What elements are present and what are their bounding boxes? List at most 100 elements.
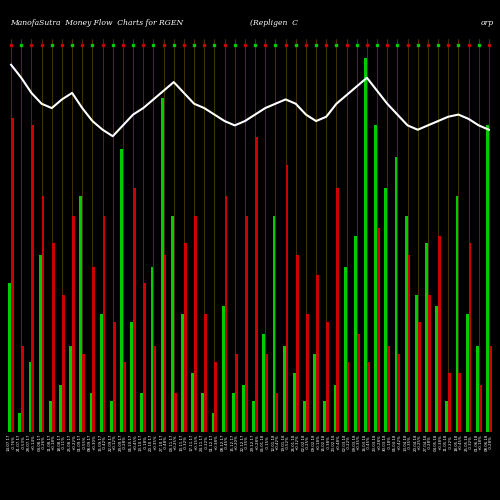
Bar xyxy=(428,294,431,432)
Bar xyxy=(235,354,238,432)
Text: 06.04.18
+0.42%: 06.04.18 +0.42% xyxy=(393,434,402,451)
Text: 19.01.18
-0.52%: 19.01.18 -0.52% xyxy=(282,434,290,451)
Bar xyxy=(181,314,184,432)
Bar xyxy=(448,374,451,432)
Text: 02.03.18
-0.22%: 02.03.18 -0.22% xyxy=(342,434,351,451)
Bar xyxy=(28,362,32,432)
Bar xyxy=(334,385,336,432)
Bar xyxy=(69,346,72,432)
Text: 30.03.18
-0.18%: 30.03.18 -0.18% xyxy=(383,434,392,451)
Text: 01.12.17
+0.38%: 01.12.17 +0.38% xyxy=(210,434,218,451)
Text: 29.12.17
+0.28%: 29.12.17 +0.28% xyxy=(251,434,260,451)
Bar xyxy=(265,354,268,432)
Bar xyxy=(150,267,154,432)
Text: 23.03.18
+0.28%: 23.03.18 +0.28% xyxy=(373,434,382,451)
Bar xyxy=(130,322,133,432)
Bar xyxy=(204,314,207,432)
Bar xyxy=(202,393,204,432)
Bar xyxy=(456,196,458,432)
Bar xyxy=(82,354,85,432)
Bar xyxy=(296,256,298,432)
Bar xyxy=(272,216,276,432)
Text: 08.09.17
+0.30%: 08.09.17 +0.30% xyxy=(88,434,96,451)
Bar xyxy=(120,149,123,432)
Bar xyxy=(160,98,164,432)
Bar xyxy=(404,216,407,432)
Text: 25.08.17
+0.22%: 25.08.17 +0.22% xyxy=(68,434,76,451)
Text: 08.06.18
-0.28%: 08.06.18 -0.28% xyxy=(484,434,493,451)
Bar xyxy=(313,354,316,432)
Bar xyxy=(286,165,288,432)
Text: 09.02.18
+0.18%: 09.02.18 +0.18% xyxy=(312,434,320,451)
Text: 29.09.17
-0.28%: 29.09.17 -0.28% xyxy=(118,434,127,451)
Bar xyxy=(245,216,248,432)
Bar xyxy=(384,188,387,432)
Bar xyxy=(276,393,278,432)
Bar xyxy=(336,188,340,432)
Text: 28.07.17
+0.14%: 28.07.17 +0.14% xyxy=(27,434,36,451)
Bar xyxy=(468,244,471,432)
Bar xyxy=(154,346,156,432)
Text: 01.09.17
-0.55%: 01.09.17 -0.55% xyxy=(78,434,86,451)
Bar xyxy=(194,216,197,432)
Text: 25.05.18
-0.32%: 25.05.18 -0.32% xyxy=(464,434,473,451)
Bar xyxy=(446,401,448,432)
Bar xyxy=(110,401,113,432)
Bar xyxy=(224,196,228,432)
Bar xyxy=(356,334,360,432)
Bar xyxy=(364,58,367,432)
Bar xyxy=(32,126,34,432)
Bar xyxy=(80,196,82,432)
Text: 05.01.18
-0.15%: 05.01.18 -0.15% xyxy=(261,434,270,451)
Bar xyxy=(326,322,329,432)
Bar xyxy=(435,306,438,432)
Bar xyxy=(102,216,106,432)
Bar xyxy=(425,244,428,432)
Text: 22.12.17
-0.35%: 22.12.17 -0.35% xyxy=(240,434,249,451)
Bar xyxy=(252,401,255,432)
Bar xyxy=(346,362,350,432)
Text: 18.08.17
-0.11%: 18.08.17 -0.11% xyxy=(58,434,66,451)
Bar xyxy=(303,401,306,432)
Text: 27.04.18
-0.28%: 27.04.18 -0.28% xyxy=(424,434,432,451)
Text: 24.11.17
-0.22%: 24.11.17 -0.22% xyxy=(200,434,208,451)
Text: 15.12.17
+0.20%: 15.12.17 +0.20% xyxy=(230,434,239,451)
Bar xyxy=(222,306,224,432)
Bar xyxy=(344,267,346,432)
Bar xyxy=(316,275,319,432)
Bar xyxy=(42,196,44,432)
Bar xyxy=(458,374,461,432)
Text: 15.09.17
-0.42%: 15.09.17 -0.42% xyxy=(98,434,107,451)
Text: orp: orp xyxy=(480,19,494,27)
Text: 16.03.18
-0.45%: 16.03.18 -0.45% xyxy=(362,434,371,451)
Bar xyxy=(100,314,102,432)
Bar xyxy=(367,362,370,432)
Bar xyxy=(62,294,65,432)
Text: 10.11.17
-0.32%: 10.11.17 -0.32% xyxy=(180,434,188,451)
Text: 03.11.17
+0.25%: 03.11.17 +0.25% xyxy=(170,434,178,451)
Bar xyxy=(394,157,398,432)
Bar xyxy=(387,346,390,432)
Bar xyxy=(123,362,126,432)
Bar xyxy=(489,346,492,432)
Text: 08.12.17
-0.45%: 08.12.17 -0.45% xyxy=(220,434,229,451)
Text: 12.01.18
+0.42%: 12.01.18 +0.42% xyxy=(271,434,280,451)
Bar xyxy=(214,362,218,432)
Bar xyxy=(22,346,24,432)
Bar xyxy=(476,346,478,432)
Bar xyxy=(377,228,380,432)
Bar xyxy=(212,412,214,432)
Bar xyxy=(191,374,194,432)
Bar xyxy=(133,188,136,432)
Bar xyxy=(306,314,309,432)
Bar xyxy=(171,216,174,432)
Bar xyxy=(18,412,22,432)
Bar xyxy=(140,393,143,432)
Bar xyxy=(418,322,420,432)
Bar xyxy=(293,374,296,432)
Bar xyxy=(262,334,265,432)
Bar xyxy=(398,354,400,432)
Bar xyxy=(324,401,326,432)
Text: 16.02.18
-0.38%: 16.02.18 -0.38% xyxy=(322,434,330,451)
Text: 04.08.17
-0.26%: 04.08.17 -0.26% xyxy=(38,434,46,451)
